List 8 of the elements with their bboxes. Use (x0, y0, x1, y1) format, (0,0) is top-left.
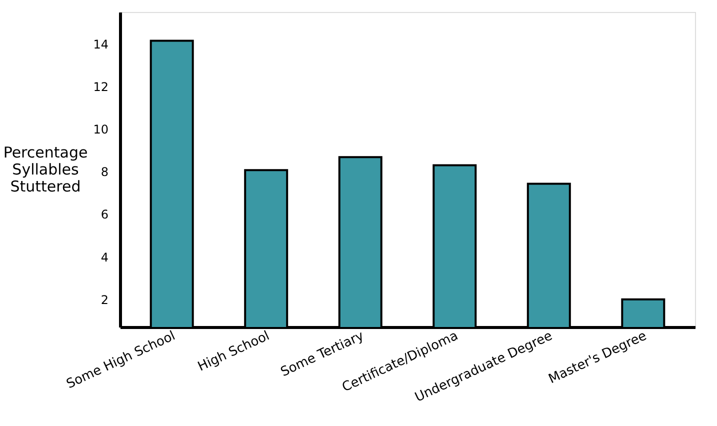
y-tick-label: 6 (100, 208, 108, 222)
y-tick-label: 4 (100, 250, 108, 264)
y-tick-label: 8 (100, 165, 108, 180)
y-axis-title: Percentage Syllables Stuttered (3, 144, 88, 196)
y-tick-label: 14 (93, 37, 108, 52)
y-tick-label: 12 (93, 80, 108, 94)
y-tick-label: 10 (93, 122, 108, 137)
y-tick-label: 2 (100, 292, 108, 307)
